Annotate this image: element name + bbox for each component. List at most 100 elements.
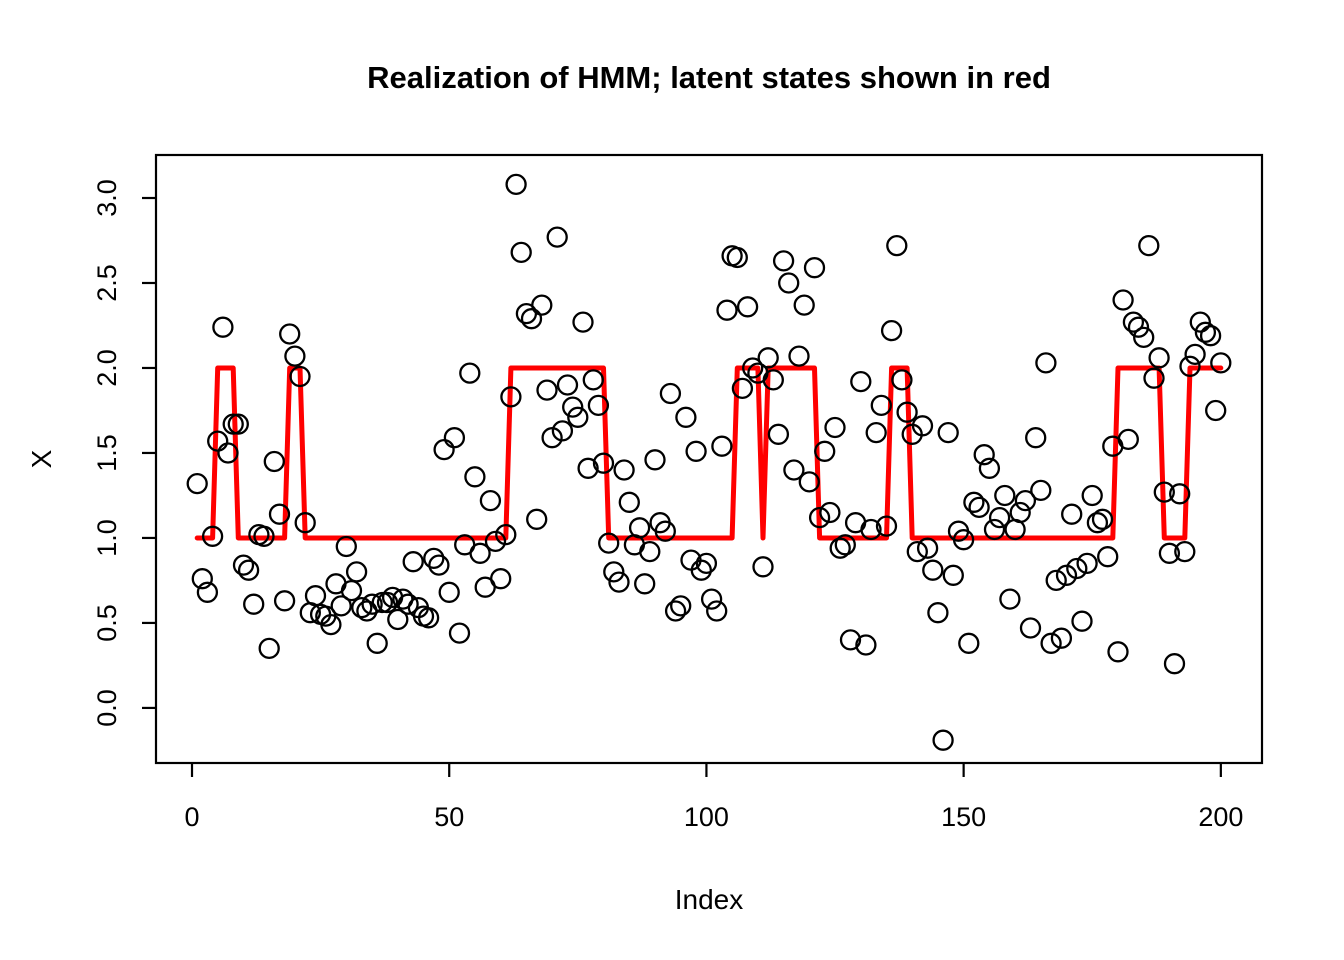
data-point: [808, 506, 831, 529]
data-point: [1174, 540, 1196, 563]
data-point: [1138, 234, 1160, 257]
data-point: [654, 520, 676, 542]
data-point: [1158, 542, 1181, 564]
data-point: [860, 518, 882, 541]
data-point: [670, 595, 692, 617]
data-point: [973, 444, 995, 466]
data-point: [253, 525, 275, 547]
data-point: [376, 591, 399, 614]
data-point: [1040, 632, 1062, 654]
data-point: [942, 564, 964, 586]
data-point: [603, 561, 625, 583]
data-point: [495, 523, 517, 546]
data-point: [1076, 552, 1098, 575]
data-point: [479, 489, 502, 512]
data-point: [237, 559, 260, 581]
data-point: [397, 593, 419, 615]
data-point: [1189, 311, 1211, 333]
data-point: [1210, 352, 1232, 374]
data-point: [335, 535, 357, 558]
data-point: [428, 554, 450, 576]
data-point: [896, 401, 918, 423]
data-point: [1019, 617, 1042, 639]
data-point: [279, 323, 301, 345]
data-point: [819, 501, 841, 524]
data-point: [459, 362, 481, 384]
y-tick-label: 2.5: [92, 264, 122, 302]
data-point: [1184, 343, 1206, 366]
data-point: [1061, 503, 1083, 525]
x-tick-label: 100: [684, 802, 729, 832]
data-point: [505, 173, 527, 196]
data-point: [510, 241, 532, 264]
data-point: [839, 629, 862, 651]
data-point: [433, 438, 455, 461]
data-point: [1107, 641, 1129, 663]
data-point: [490, 568, 512, 590]
data-point: [865, 421, 887, 444]
latent-state-line: [194, 365, 1224, 541]
data-point: [1071, 610, 1093, 632]
data-point: [906, 540, 928, 563]
data-point: [294, 512, 316, 534]
data-point: [983, 518, 1006, 541]
data-point: [263, 450, 285, 473]
data-point: [752, 556, 774, 578]
data-point: [1127, 316, 1150, 338]
data-point: [793, 294, 815, 316]
data-point: [562, 396, 584, 418]
data-point: [1066, 557, 1088, 580]
data-point: [351, 596, 373, 619]
data-point: [639, 540, 661, 563]
data-point: [618, 491, 640, 513]
data-point: [1086, 512, 1109, 534]
data-point: [716, 299, 738, 321]
data-point: [803, 257, 826, 279]
data-point: [546, 226, 568, 248]
data-point: [592, 452, 615, 474]
data-point: [767, 423, 790, 445]
data-point: [932, 729, 954, 751]
y-tick-label: 0.0: [92, 689, 122, 727]
data-point: [500, 386, 522, 408]
data-point: [829, 537, 851, 559]
data-point: [1014, 489, 1037, 512]
data-point: [613, 459, 635, 481]
data-point: [587, 394, 610, 417]
y-tick-label: 2.0: [92, 349, 122, 387]
data-point: [284, 345, 306, 367]
data-point: [1030, 479, 1052, 502]
data-point: [916, 537, 939, 559]
data-point: [268, 503, 291, 525]
data-point: [834, 534, 856, 556]
y-tick-label: 3.0: [92, 179, 122, 217]
data-point: [870, 394, 892, 417]
data-point: [711, 435, 733, 457]
data-point: [402, 551, 424, 573]
data-point: [345, 561, 368, 583]
x-tick-label: 200: [1198, 802, 1243, 832]
data-point: [1133, 326, 1155, 349]
data-point: [999, 588, 1021, 610]
data-point: [891, 369, 913, 391]
data-point: [757, 347, 779, 369]
data-point: [880, 319, 903, 342]
data-point: [1112, 289, 1134, 311]
data-point: [608, 571, 630, 593]
data-point: [330, 595, 352, 617]
data-point: [1199, 325, 1222, 347]
data-point: [634, 573, 656, 595]
data-point: [186, 472, 208, 495]
data-point: [520, 308, 543, 330]
data-point: [582, 369, 604, 391]
data-point: [361, 593, 383, 615]
data-point: [526, 508, 548, 530]
data-point: [417, 607, 440, 629]
data-point: [1143, 367, 1165, 389]
data-point: [927, 602, 949, 624]
data-point: [772, 250, 795, 272]
data-point: [191, 568, 213, 590]
data-point: [201, 525, 224, 547]
data-point: [243, 593, 265, 615]
